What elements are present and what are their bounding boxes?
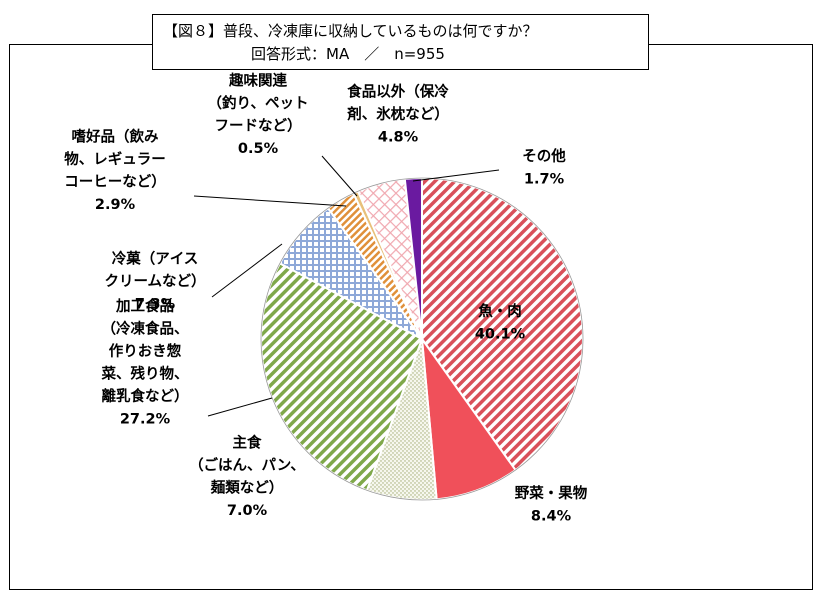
slice-label-meat-fish: 魚・肉 40.1% [475,302,526,343]
slice-value-non-food: 4.8% [378,130,419,146]
leader-line-hobby [321,155,358,197]
slice-value-vegetables-fruit: 8.4% [531,508,572,524]
leader-line-luxury-goods [193,195,347,207]
slice-label-line: 食品以外（保冷 [347,83,449,101]
leader-line-other [412,169,500,182]
chart-title: 【図８】普段、冷凍庫に収納しているものは何ですか？ [163,22,538,40]
slice-label-hobby: 趣味関連 （釣り、ペットフードなど） 0.5% [208,71,309,157]
slice-value-staple-food: 7.0% [227,503,268,519]
pie-outline [260,177,584,501]
leader-line-processed-food [207,397,273,417]
slice-label-line: 菜、残り物、 [101,364,189,382]
slice-label-line: 加工食品 [115,297,174,315]
title-box: 【図８】普段、冷凍庫に収納しているものは何ですか？ 回答形式：MA ／ n=95… [152,14,649,70]
slice-value-frozen-dessert: 7.3% [135,297,176,313]
slice-label-line: 嗜好品（飲み [72,127,159,145]
slice-label-other: その他 1.7% [522,147,566,188]
slice-value-luxury-goods: 2.9% [95,197,136,213]
slice-label-line: コーヒーなど） [64,172,166,190]
slice-label-line: 作りおき惣 [109,342,182,360]
slice-label-staple-food: 主食 （ごはん、パン、麺類など） 7.0% [189,433,305,519]
slice-label-non-food: 食品以外（保冷剤、氷枕など） 4.8% [346,83,449,146]
slice-label-line: 魚・肉 [478,302,522,320]
slice-label-line: その他 [522,147,566,165]
slice-label-line: 趣味関連 [228,71,287,89]
slice-label-vegetables-fruit: 野菜・果物 8.4% [515,484,588,525]
slice-label-line: 冷菓（アイス [112,250,199,268]
slice-label-line: 離乳食など） [102,387,189,405]
slice-label-line: 主食 [233,433,262,451]
slice-value-hobby: 0.5% [238,141,279,157]
slice-label-processed-food: 加工食品 （冷凍食品、作りおき惣菜、残り物、離乳食など） 27.2% [101,297,189,428]
slice-label-line: （釣り、ペット [208,94,309,112]
slice-label-line: （冷凍食品、 [102,319,189,337]
slice-label-line: クリームなど） [104,272,205,290]
slice-label-luxury-goods: 嗜好品（飲み物、レギュラーコーヒーなど） 2.9% [64,127,166,213]
slice-label-line: 麺類など） [210,478,284,496]
slice-value-other: 1.7% [524,171,565,187]
slice-label-line: 剤、氷枕など） [346,105,449,123]
slice-label-line: （ごはん、パン、 [189,456,305,474]
slice-label-frozen-dessert: 冷菓（アイスクリームなど） 7.3% [104,250,205,313]
slice-value-meat-fish: 40.1% [475,326,526,342]
leader-line-frozen-dessert [211,243,283,298]
slice-value-processed-food: 27.2% [120,411,171,427]
slice-label-line: フードなど） [215,116,302,134]
slice-label-line: 野菜・果物 [515,484,588,502]
chart-subtitle: 回答形式：MA ／ n=955 [251,45,445,63]
slice-label-line: 物、レギュラー [64,150,166,168]
